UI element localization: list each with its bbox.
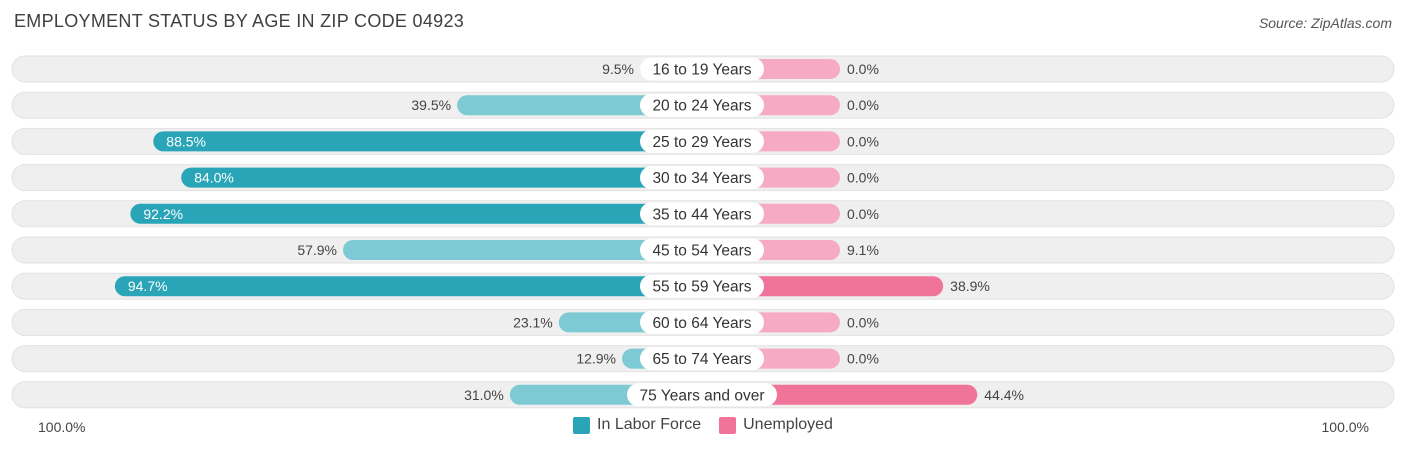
category-pill xyxy=(640,274,764,298)
unemployed-value-label: 0.0% xyxy=(847,133,879,149)
labor-value-label: 88.5% xyxy=(166,133,206,149)
legend: In Labor Force Unemployed xyxy=(0,416,1406,434)
category-label: 20 to 24 Years xyxy=(652,98,751,115)
labor-value-label: 92.2% xyxy=(143,206,183,222)
category-pill xyxy=(640,202,764,226)
source-label: Source: ZipAtlas.com xyxy=(1258,15,1392,31)
axis-left-label: 100.0% xyxy=(38,419,86,435)
labor-bar xyxy=(153,131,703,152)
labor-bar xyxy=(457,95,702,116)
legend-swatch-unemployed xyxy=(719,416,737,434)
legend-item-labor: In Labor Force xyxy=(573,416,701,434)
category-pill xyxy=(627,383,777,407)
labor-value-label: 57.9% xyxy=(297,242,337,258)
unemployed-value-label: 0.0% xyxy=(847,97,879,113)
labor-value-label: 94.7% xyxy=(128,278,168,294)
axis-right-label: 100.0% xyxy=(1321,419,1369,435)
category-pill xyxy=(640,347,764,371)
category-label: 65 to 74 Years xyxy=(652,351,751,368)
unemployed-value-label: 0.0% xyxy=(847,206,879,222)
category-label: 75 Years and over xyxy=(640,387,765,404)
category-label: 45 to 54 Years xyxy=(652,243,751,260)
unemployed-value-label: 0.0% xyxy=(847,61,879,77)
labor-value-label: 9.5% xyxy=(602,61,634,77)
unemployed-value-label: 0.0% xyxy=(847,170,879,186)
unemployed-value-label: 44.4% xyxy=(984,387,1024,403)
labor-bar xyxy=(181,167,702,188)
category-pill xyxy=(640,166,764,190)
category-pill xyxy=(640,310,764,334)
category-label: 25 to 29 Years xyxy=(652,134,751,151)
labor-value-label: 31.0% xyxy=(464,387,504,403)
labor-bar xyxy=(130,203,703,224)
legend-label-labor: In Labor Force xyxy=(597,416,702,433)
category-label: 16 to 19 Years xyxy=(652,62,751,79)
legend-swatch-labor xyxy=(573,416,591,434)
unemployed-value-label: 0.0% xyxy=(847,314,879,330)
category-pill xyxy=(640,57,764,81)
chart-title: EMPLOYMENT STATUS BY AGE IN ZIP CODE 049… xyxy=(14,11,465,31)
unemployed-value-label: 38.9% xyxy=(950,278,990,294)
category-label: 60 to 64 Years xyxy=(652,315,751,332)
labor-value-label: 12.9% xyxy=(576,351,616,367)
labor-value-label: 84.0% xyxy=(194,170,234,186)
category-label: 30 to 34 Years xyxy=(652,170,751,187)
category-label: 35 to 44 Years xyxy=(652,206,751,223)
labor-value-label: 23.1% xyxy=(513,314,553,330)
legend-label-unemployed: Unemployed xyxy=(743,416,833,433)
unemployed-value-label: 0.0% xyxy=(847,351,879,367)
labor-bar xyxy=(343,240,702,260)
labor-bar xyxy=(114,276,703,297)
category-pill xyxy=(640,129,764,153)
category-pill xyxy=(640,93,764,117)
labor-value-label: 39.5% xyxy=(411,97,451,113)
legend-item-unemployed: Unemployed xyxy=(719,416,833,434)
unemployed-value-label: 9.1% xyxy=(847,242,879,258)
category-pill xyxy=(640,238,764,262)
category-label: 55 to 59 Years xyxy=(652,279,751,296)
